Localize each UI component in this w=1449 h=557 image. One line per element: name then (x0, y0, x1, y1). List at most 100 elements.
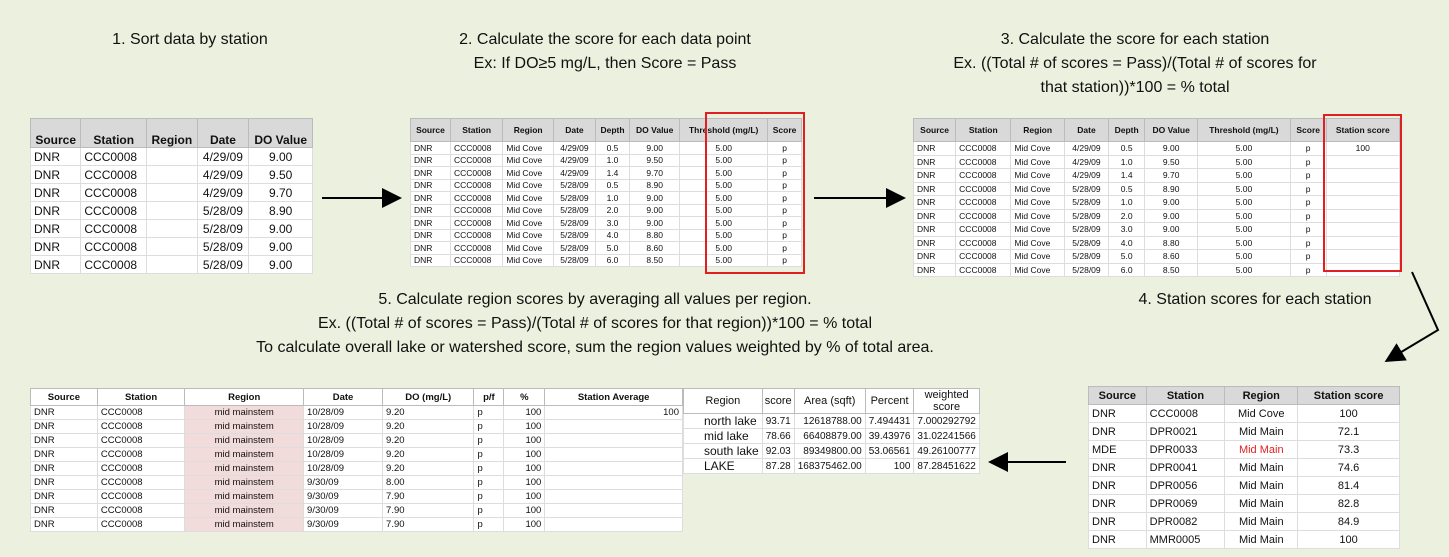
cell: mid mainstem (184, 489, 305, 504)
header-cell: Source (912, 118, 957, 142)
table-row: DNR CCC0008 Mid Cove 5/28/09 4.0 8.80 5.00 p (912, 235, 1401, 250)
highlight-box (1323, 114, 1402, 272)
cell: 9.00 (248, 255, 313, 274)
table-row: DNR CCC0008 mid mainstem 10/28/09 9.20 p 100 (30, 433, 683, 448)
cell: 5.0 (1108, 249, 1146, 264)
header-cell: Station score (1325, 118, 1401, 142)
cell: DNR (912, 262, 957, 277)
cell: 8.90 (248, 201, 313, 220)
header-cell: Station score (1297, 386, 1400, 405)
table-row: DNR DPR0069 Mid Main 82.8 (1088, 494, 1400, 513)
header-row: Source Station Region Station score (1088, 386, 1400, 405)
cell: Mid Cove (1010, 262, 1065, 277)
table-row: south lake 92.03 89349800.00 53.06561 49.261… (683, 443, 980, 459)
cell: DPR0082 (1145, 512, 1226, 531)
cell: DNR (1088, 530, 1147, 549)
cell: DNR (29, 201, 82, 220)
cell: LAKE (683, 458, 763, 474)
table-row: DNR CCC0008 mid mainstem 9/30/09 7.90 p 100 (30, 489, 683, 504)
table-body: Source Station Region Station score DNR CCC00… (1088, 386, 1400, 549)
header-cell: Date (1063, 118, 1110, 142)
caption-line: 3. Calculate the score for each station (1000, 31, 1270, 48)
header-cell: Region (1010, 118, 1065, 142)
cell: DNR (29, 219, 82, 238)
table-row: DNR DPR0041 Mid Main 74.6 (1088, 458, 1400, 477)
header-cell: Source (1088, 386, 1147, 405)
table-body: Source Station Region Date DO Value DNR CCC000… (29, 118, 313, 274)
caption-line: Ex. ((Total # of scores = Pass)/(Total #… (317, 315, 873, 332)
table-row: DNR CCC0008 Mid Cove 5/28/09 5.0 8.60 5.00 p (912, 249, 1401, 264)
table-body: Region score Area (sqft) Percent weighted sc… (683, 388, 980, 474)
header-cell: Depth (1108, 118, 1146, 142)
header-row: Region score Area (sqft) Percent weighted sc… (683, 388, 980, 414)
header-cell: Depth (594, 118, 631, 142)
header-cell: Region (146, 118, 198, 148)
table-row: DNR CCC0008 Mid Cove 5/28/09 0.5 8.90 5.00 p (410, 178, 802, 192)
cell: 9.20 (382, 461, 475, 476)
header-cell: Station (96, 388, 186, 406)
arrow (1384, 271, 1440, 363)
cell: CCC0008 (80, 255, 148, 274)
cell: DNR (410, 253, 451, 267)
cell: 5/28/09 (196, 255, 250, 274)
cell: 7.90 (382, 517, 475, 532)
cell: 5.00 (1197, 262, 1291, 277)
table-row: MDE DPR0033 Mid Main 73.3 (1088, 440, 1400, 459)
data-table: Source Station Region Station score DNR CCC00… (1088, 386, 1400, 549)
caption-line: 2. Calculate the score for each data poi… (459, 31, 751, 48)
cell: mid mainstem (184, 517, 305, 532)
header-cell: score (761, 388, 795, 414)
cell: DNR (1088, 458, 1147, 477)
table-row: DNR MMR0005 Mid Main 100 (1088, 530, 1400, 549)
cell: 168375462.00 (793, 458, 866, 474)
highlight-box (705, 112, 805, 274)
step-caption: 4. Station scores for each station (1080, 288, 1430, 312)
header-cell: DO Value (1144, 118, 1199, 142)
header-cell: Percent (864, 388, 915, 414)
cell: 5/28/09 (196, 201, 250, 220)
cell: 8.50 (629, 253, 681, 267)
header-cell: Station (80, 118, 148, 148)
data-table: Region score Area (sqft) Percent weighted sc… (683, 388, 980, 474)
caption-line: Ex: If DO≥5 mg/L, then Score = Pass (473, 55, 737, 72)
table-row: DNR CCC0008 mid mainstem 10/28/09 9.20 p 100 (30, 419, 683, 434)
table-row: DNR CCC0008 Mid Cove 5/28/09 1.0 9.00 5.00 p (410, 191, 802, 205)
cell: Mid Main (1224, 440, 1299, 459)
cell: mid mainstem (184, 447, 305, 462)
cell: 5.00 (1197, 249, 1291, 264)
cell: mid mainstem (184, 503, 305, 518)
header-cell: Score (1289, 118, 1327, 142)
table-row: DNR CCC0008 4/29/09 9.50 (29, 165, 313, 184)
cell: CCC0008 (449, 253, 504, 267)
cell: MMR0005 (1145, 530, 1226, 549)
header-cell: Date (303, 388, 384, 406)
table-row: north lake 93.71 12618788.00 7.494431 7.0002… (683, 413, 980, 429)
header-cell: Region (184, 388, 305, 406)
header-cell: Source (410, 118, 451, 142)
empty-cell (146, 255, 198, 274)
table-row: DNR CCC0008 mid mainstem 9/30/09 7.90 p 100 (30, 503, 683, 518)
table-body: Source Station Region Date DO (mg/L) p/f% Stat… (30, 388, 683, 532)
table-row: DNR CCC0008 Mid Cove 4/29/09 1.0 9.50 5.00 p (912, 154, 1401, 169)
header-cell: Region (1224, 386, 1299, 405)
header-cell: % (503, 388, 546, 406)
header-cell: DO Value (248, 118, 313, 148)
empty-cell (1325, 262, 1401, 277)
caption-line: that station))*100 = % total (1040, 79, 1230, 96)
cell: 87.28 (761, 458, 795, 474)
table-body: Source Station Region Date Depth DO Value Thre… (410, 118, 802, 267)
header-cell: Station (449, 118, 504, 142)
header-cell: Station (955, 118, 1012, 142)
header-row: Source Station Region Date DO Value (29, 118, 313, 148)
cell: CCC0008 (955, 262, 1012, 277)
cell: DNR (29, 165, 82, 184)
cell: 9.00 (629, 216, 681, 230)
cell: 6.0 (594, 253, 631, 267)
cell: mid mainstem (184, 419, 305, 434)
table-row: DNR CCC0008 mid mainstem 9/30/09 8.00 p 100 (30, 475, 683, 490)
cell: DPR0069 (1145, 494, 1226, 513)
data-table: Source Station Region Date Depth DO Value Thre… (912, 118, 1401, 277)
cell: 5.00 (679, 253, 769, 267)
data-table: Source Station Region Date Depth DO Value Thre… (410, 118, 802, 267)
empty-cell (1325, 249, 1401, 264)
